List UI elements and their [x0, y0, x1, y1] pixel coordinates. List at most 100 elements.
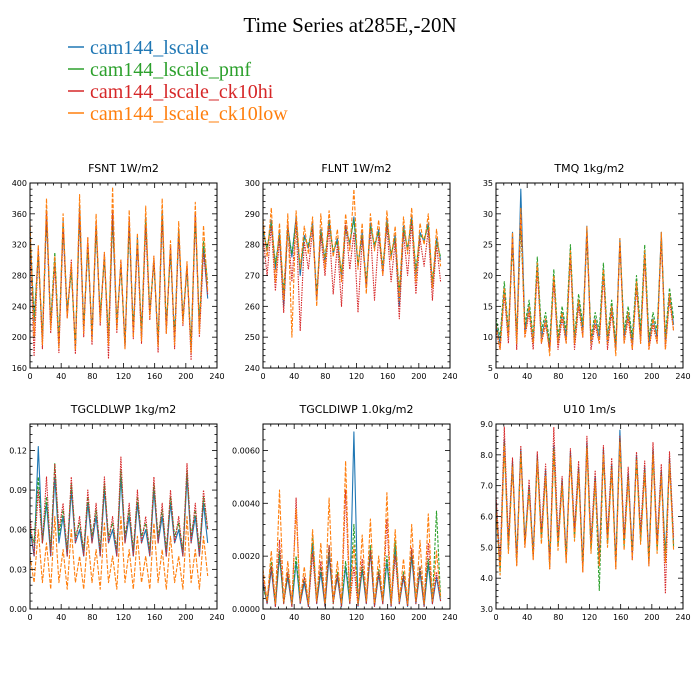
- y-tick-label: 0.0060: [232, 446, 260, 455]
- y-tick-label: 5.0: [480, 543, 493, 552]
- x-tick-label: 40: [522, 372, 532, 381]
- y-tick-label: 0.03: [9, 565, 27, 574]
- y-tick-label: 8.0: [480, 451, 493, 460]
- series-line: [262, 188, 442, 338]
- x-tick-label: 120: [582, 372, 597, 381]
- x-tick-label: 160: [147, 613, 162, 622]
- y-tick-label: 0.0020: [232, 552, 260, 561]
- panel-title: FLNT 1W/m2: [321, 162, 391, 175]
- x-tick-label: 80: [87, 372, 97, 381]
- x-tick-label: 240: [442, 372, 457, 381]
- panel-title: TMQ 1kg/m2: [553, 162, 624, 175]
- y-tick-label: 240: [12, 302, 27, 311]
- y-tick-label: 35: [483, 179, 493, 188]
- chart-panel: FLNT 1W/m2 0 40 80 120 160 200 240 240 250 260 270 2…: [245, 162, 458, 381]
- chart-panel: U10 1m/s 0 40 80 120 160 200 240 3.0 4.0 5.0 6.0 7.0…: [480, 403, 690, 622]
- x-tick-label: 80: [553, 613, 563, 622]
- legend-entry: cam144_lscale: [68, 37, 209, 59]
- x-tick-label: 0: [27, 372, 32, 381]
- series-line: [262, 219, 442, 332]
- x-tick-label: 200: [411, 372, 426, 381]
- y-tick-label: 320: [12, 241, 27, 250]
- x-tick-label: 160: [380, 372, 395, 381]
- x-tick-label: 0: [493, 613, 498, 622]
- x-tick-label: 80: [320, 613, 330, 622]
- x-tick-label: 0: [493, 372, 498, 381]
- x-tick-label: 240: [442, 613, 457, 622]
- x-tick-label: 120: [349, 613, 364, 622]
- series-line: [495, 207, 675, 357]
- series-line: [29, 209, 209, 361]
- y-tick-label: 20: [483, 272, 493, 281]
- x-tick-label: 120: [116, 613, 131, 622]
- y-tick-label: 0.0040: [232, 499, 260, 508]
- panel-title: FSNT 1W/m2: [88, 162, 159, 175]
- x-tick-label: 40: [289, 372, 299, 381]
- x-tick-label: 200: [411, 613, 426, 622]
- legend-label: cam144_lscale: [90, 37, 209, 59]
- x-tick-label: 40: [289, 613, 299, 622]
- legend-entry: cam144_lscale_pmf: [68, 59, 251, 81]
- y-tick-label: 0.12: [9, 446, 27, 455]
- y-tick-label: 6.0: [480, 513, 493, 522]
- x-tick-label: 0: [260, 372, 265, 381]
- y-tick-label: 15: [483, 302, 493, 311]
- x-tick-label: 160: [380, 613, 395, 622]
- legend: cam144_lscale cam144_lscale_pmf cam144_l…: [68, 37, 288, 125]
- y-tick-label: 9.0: [480, 420, 493, 429]
- x-tick-label: 80: [320, 372, 330, 381]
- x-tick-label: 240: [675, 613, 690, 622]
- y-tick-label: 30: [483, 210, 493, 219]
- y-tick-label: 25: [483, 241, 493, 250]
- y-tick-label: 360: [12, 210, 27, 219]
- series-line: [495, 441, 675, 576]
- y-tick-label: 4.0: [480, 574, 493, 583]
- legend-entry: cam144_lscale_ck10low: [68, 103, 288, 125]
- legend-entry: cam144_lscale_ck10hi: [68, 81, 274, 103]
- plot-frame: [495, 182, 684, 369]
- x-tick-label: 160: [613, 372, 628, 381]
- x-tick-label: 40: [522, 613, 532, 622]
- y-tick-label: 240: [245, 364, 260, 373]
- y-tick-label: 280: [12, 272, 27, 281]
- x-tick-label: 40: [56, 613, 66, 622]
- y-tick-label: 0.0000: [232, 605, 260, 614]
- panel-grid: FSNT 1W/m20 40 80 120 160 200 2401602002402803…: [9, 162, 690, 622]
- y-tick-label: 200: [12, 333, 27, 342]
- y-tick-label: 10: [483, 333, 493, 342]
- series-line: [29, 456, 209, 557]
- x-tick-label: 160: [147, 372, 162, 381]
- y-tick-label: 260: [245, 302, 260, 311]
- y-tick-label: 0.00: [9, 605, 27, 614]
- legend-label: cam144_lscale_pmf: [90, 59, 251, 81]
- series-line: [29, 463, 209, 551]
- panel-title: TGCLDIWP 1.0kg/m2: [298, 403, 413, 416]
- series-line: [262, 460, 442, 605]
- x-tick-label: 240: [209, 613, 224, 622]
- chart-panel: TMQ 1kg/m2 0 40 80 120 160 200 240 5 10 15 20 25 30 35: [483, 162, 691, 381]
- y-tick-label: 0.06: [9, 526, 27, 535]
- figure-title: Time Series at285E,-20N: [243, 13, 456, 37]
- x-tick-label: 40: [56, 372, 66, 381]
- chart-panel: TGCLDLWP 1kg/m2 0 40 80 120 160 200 240 0.00 0.03…: [9, 403, 224, 622]
- y-tick-label: 280: [245, 241, 260, 250]
- x-tick-label: 200: [644, 372, 659, 381]
- series-line: [29, 515, 209, 590]
- y-tick-label: 0.09: [9, 486, 27, 495]
- chart-panel: FSNT 1W/m2 0 40 80 120 160 200 240 160 200 240 280 3…: [12, 162, 225, 381]
- x-tick-label: 240: [209, 372, 224, 381]
- legend-label: cam144_lscale_ck10low: [90, 103, 288, 125]
- x-tick-label: 0: [260, 613, 265, 622]
- series-line: [29, 186, 209, 354]
- y-tick-label: 300: [245, 179, 260, 188]
- panel-title: TGCLDLWP 1kg/m2: [70, 403, 176, 416]
- chart-panel: TGCLDIWP 1.0kg/m2 0 40 80 120 160 200 240 0.0000…: [232, 403, 458, 622]
- y-tick-label: 290: [245, 210, 260, 219]
- x-tick-label: 0: [27, 613, 32, 622]
- y-tick-label: 270: [245, 272, 260, 281]
- x-tick-label: 240: [675, 372, 690, 381]
- x-tick-label: 120: [582, 613, 597, 622]
- panel-title: U10 1m/s: [563, 403, 616, 416]
- x-tick-label: 120: [349, 372, 364, 381]
